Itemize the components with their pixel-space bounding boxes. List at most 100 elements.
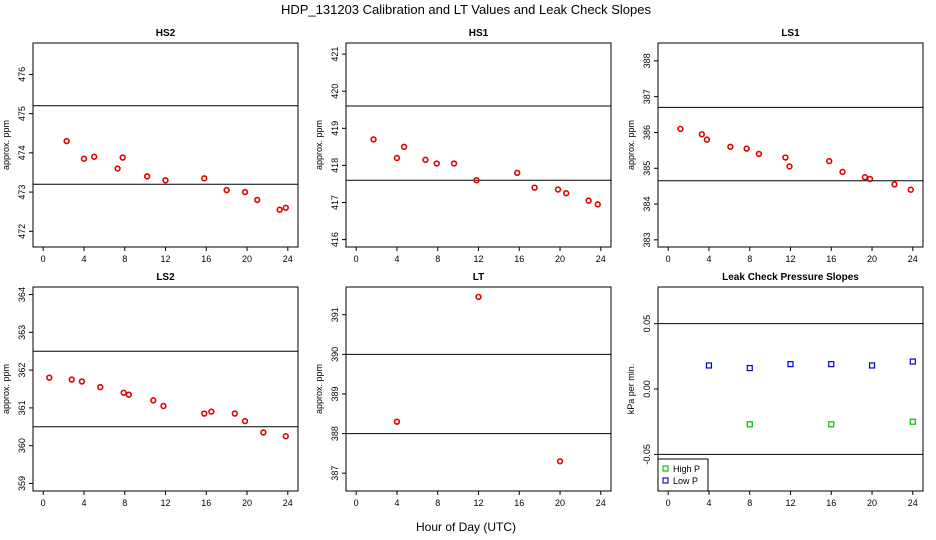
data-point — [868, 362, 876, 369]
data-point — [743, 145, 750, 152]
x-tick-label: 16 — [514, 254, 524, 264]
data-point — [393, 154, 401, 162]
data-point — [585, 197, 592, 204]
data-point — [162, 177, 169, 184]
y-tick-label: 0.05 — [642, 315, 652, 333]
y-tick-label: 476 — [17, 67, 27, 82]
y-tick-label: 390 — [330, 347, 340, 362]
x-tick-label: 12 — [160, 254, 170, 264]
x-tick-label: 12 — [160, 498, 170, 508]
data-point — [201, 175, 208, 182]
data-point — [828, 361, 835, 368]
data-point — [282, 204, 289, 211]
data-point — [594, 201, 601, 208]
x-tick-label: 16 — [514, 498, 524, 508]
data-point — [746, 364, 753, 372]
data-point — [120, 389, 127, 396]
panel-title: HS2 — [156, 28, 176, 39]
data-point — [891, 181, 898, 188]
data-point — [698, 131, 706, 138]
y-axis-label: approx. ppm — [1, 364, 11, 414]
x-axis-label: Hour of Day (UTC) — [416, 520, 516, 534]
x-tick-label: 16 — [826, 498, 836, 508]
y-tick-label: 359 — [17, 476, 27, 491]
x-tick-label: 0 — [666, 254, 671, 264]
x-tick-label: 4 — [706, 254, 711, 264]
data-point — [450, 160, 458, 167]
data-point — [208, 408, 215, 415]
y-tick-label: 473 — [17, 185, 27, 200]
legend-marker — [662, 465, 669, 472]
data-point — [282, 433, 289, 440]
panel-title: LT — [473, 272, 484, 283]
data-point — [828, 421, 835, 428]
data-point — [755, 150, 763, 158]
x-tick-label: 4 — [706, 498, 711, 508]
x-tick-label: 0 — [354, 254, 359, 264]
plot-frame — [345, 286, 612, 492]
data-point — [260, 429, 267, 436]
data-point — [241, 417, 249, 425]
data-point — [531, 184, 538, 191]
data-point — [677, 125, 684, 133]
y-tick-label: 420 — [330, 84, 340, 99]
y-tick-label: 387 — [642, 89, 652, 104]
y-tick-label: 361 — [17, 400, 27, 415]
data-point — [80, 155, 88, 162]
data-point — [839, 168, 846, 176]
x-tick-label: 20 — [867, 254, 877, 264]
x-tick-label: 12 — [473, 254, 483, 264]
y-tick-label: 388 — [642, 53, 652, 68]
x-tick-label: 20 — [555, 498, 565, 508]
x-tick-label: 4 — [81, 254, 86, 264]
data-point — [787, 361, 794, 368]
x-tick-label: 20 — [242, 498, 252, 508]
x-tick-label: 0 — [354, 498, 359, 508]
x-tick-label: 24 — [596, 254, 606, 264]
plot-frame — [345, 42, 612, 248]
y-tick-label: 386 — [642, 125, 652, 140]
y-tick-label: 416 — [330, 232, 340, 247]
x-tick-label: 16 — [201, 498, 211, 508]
x-tick-label: 12 — [785, 498, 795, 508]
panel-0: HS2 approx. ppm 0 4 8 12 16 20 24 472 473 474 475 476 — [1, 28, 299, 264]
plot-frame — [32, 286, 299, 492]
data-point — [907, 186, 914, 193]
panels: HS2 approx. ppm 0 4 8 12 16 20 24 472 473 474 475 476… — [1, 28, 924, 508]
y-axis-label: approx. ppm — [1, 120, 11, 170]
x-tick-label: 24 — [908, 254, 918, 264]
panel-4: LT approx. ppm 0 4 8 12 16 20 24 387 388 389 390 391 — [314, 272, 612, 508]
y-axis-label: approx. ppm — [314, 120, 324, 170]
data-point — [861, 174, 869, 181]
legend-label: Low P — [673, 476, 698, 486]
data-point — [909, 358, 916, 365]
y-tick-label: 419 — [330, 121, 340, 136]
x-tick-label: 0 — [41, 254, 46, 264]
data-point — [554, 186, 562, 193]
y-tick-label: 391 — [330, 307, 340, 322]
x-tick-label: 8 — [435, 498, 440, 508]
x-tick-label: 8 — [435, 254, 440, 264]
data-point — [241, 188, 249, 196]
y-tick-label: 0.00 — [642, 380, 652, 398]
x-tick-label: 8 — [747, 498, 752, 508]
legend-label: High P — [673, 464, 700, 474]
data-point — [705, 362, 713, 369]
panel-title: HS1 — [469, 28, 489, 39]
data-point — [727, 143, 734, 150]
data-point — [473, 177, 480, 184]
y-tick-label: 360 — [17, 438, 27, 453]
x-tick-label: 0 — [666, 498, 671, 508]
data-point — [475, 293, 482, 301]
data-point — [223, 186, 230, 194]
y-tick-label: 418 — [330, 158, 340, 173]
x-tick-label: 24 — [283, 254, 293, 264]
x-tick-label: 24 — [596, 498, 606, 508]
data-point — [150, 397, 157, 404]
y-tick-label: 475 — [17, 106, 27, 121]
y-tick-label: 363 — [17, 325, 27, 340]
y-axis-label: kPa per min. — [626, 364, 636, 415]
data-point — [143, 173, 151, 180]
x-tick-label: 8 — [122, 498, 127, 508]
data-point — [909, 418, 916, 425]
